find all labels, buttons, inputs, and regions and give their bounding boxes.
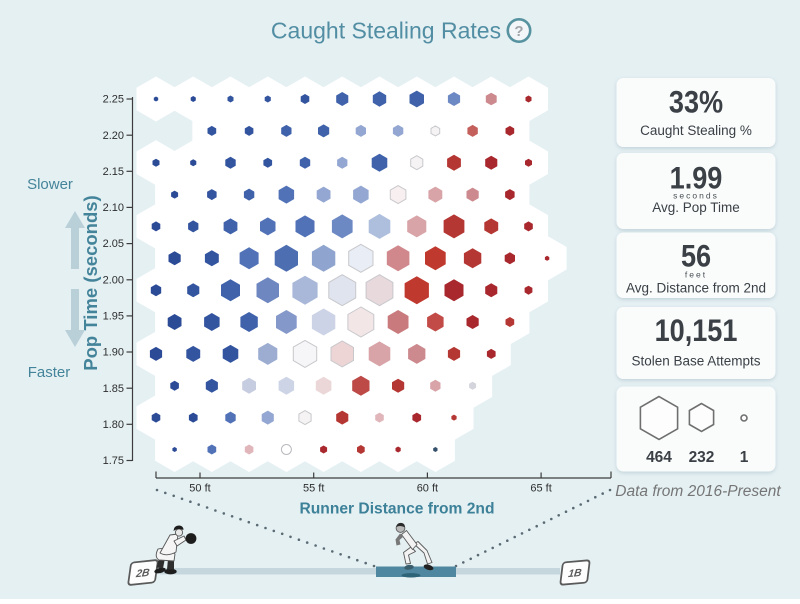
svg-text:56: 56: [681, 239, 711, 274]
svg-text:Data from 2016-Present: Data from 2016-Present: [615, 483, 781, 500]
svg-text:2.20: 2.20: [103, 130, 124, 142]
svg-text:1.80: 1.80: [103, 419, 124, 431]
svg-text:60 ft: 60 ft: [417, 483, 438, 495]
svg-text:10,151: 10,151: [655, 313, 738, 348]
svg-text:2B: 2B: [134, 567, 150, 581]
svg-text:2.00: 2.00: [103, 274, 124, 286]
svg-text:1.75: 1.75: [103, 455, 124, 467]
svg-text:464: 464: [646, 449, 672, 466]
svg-text:Stolen Base Attempts: Stolen Base Attempts: [631, 354, 760, 369]
svg-text:Slower: Slower: [27, 176, 73, 193]
svg-text:1.90: 1.90: [103, 347, 124, 359]
svg-text:Pop Time (seconds): Pop Time (seconds): [80, 195, 101, 370]
svg-text:Avg. Pop Time: Avg. Pop Time: [652, 200, 740, 215]
svg-text:2.15: 2.15: [103, 166, 124, 178]
svg-text:Runner Distance from 2nd: Runner Distance from 2nd: [300, 501, 495, 518]
svg-text:Caught Stealing Rates: Caught Stealing Rates: [271, 18, 501, 44]
svg-text:1.99: 1.99: [670, 161, 723, 196]
svg-text:2.25: 2.25: [103, 94, 124, 106]
svg-text:Faster: Faster: [28, 364, 71, 381]
svg-text:232: 232: [689, 449, 715, 466]
svg-text:2.05: 2.05: [103, 238, 124, 250]
svg-text:55 ft: 55 ft: [303, 483, 324, 495]
svg-text:1B: 1B: [567, 567, 582, 580]
svg-text:?: ?: [514, 23, 523, 40]
svg-text:seconds: seconds: [673, 191, 719, 201]
svg-text:1: 1: [740, 449, 749, 466]
svg-text:65 ft: 65 ft: [530, 483, 551, 495]
svg-text:Avg. Distance from 2nd: Avg. Distance from 2nd: [626, 281, 766, 296]
svg-text:50 ft: 50 ft: [189, 483, 210, 495]
svg-text:1.85: 1.85: [103, 383, 124, 395]
svg-text:33%: 33%: [669, 85, 723, 120]
svg-text:feet: feet: [685, 270, 707, 280]
svg-text:2.10: 2.10: [103, 202, 124, 214]
svg-text:1.95: 1.95: [103, 311, 124, 323]
svg-text:Caught Stealing %: Caught Stealing %: [640, 123, 752, 138]
